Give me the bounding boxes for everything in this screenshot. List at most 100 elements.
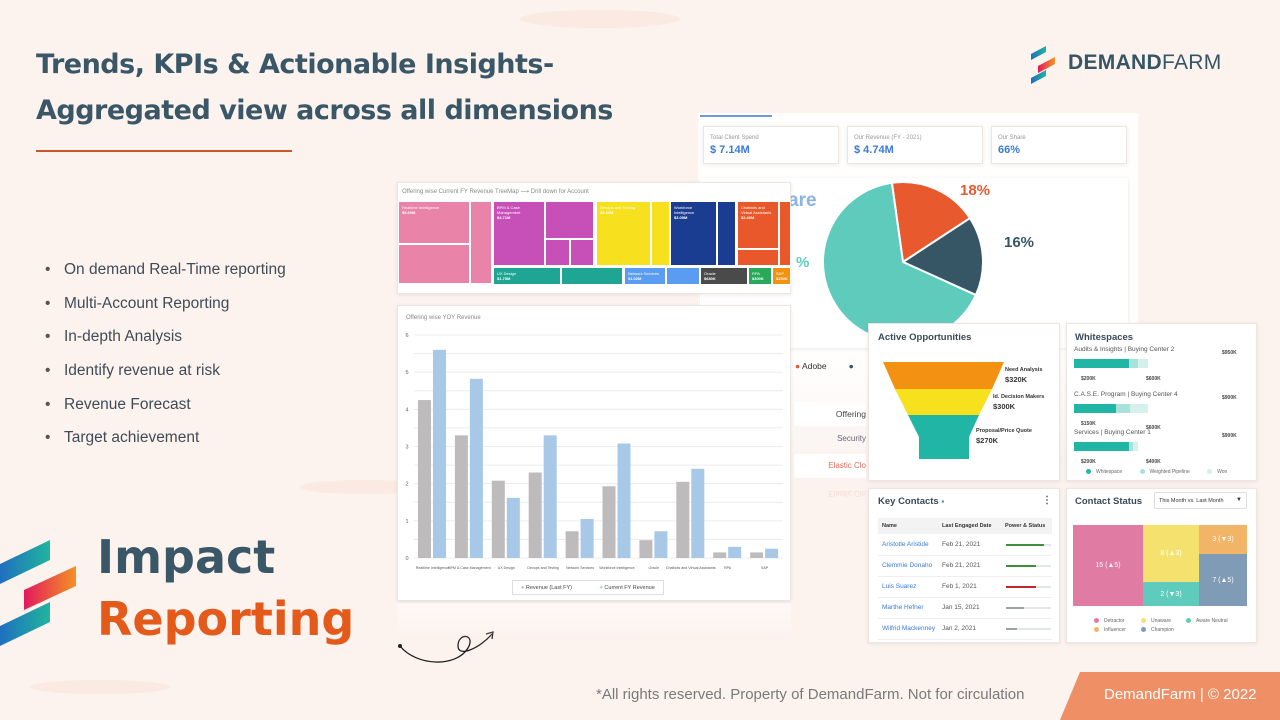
bar[interactable] (528, 472, 542, 558)
bar[interactable] (713, 552, 727, 558)
power-status-fill (1006, 628, 1018, 630)
legend-item: Whitespace (1086, 469, 1122, 475)
contact-name-link[interactable]: Clemmie Donaho (882, 562, 933, 569)
treemap-tile[interactable]: SAP $250K (772, 267, 791, 285)
status-cell[interactable]: 7 (▲5) (1199, 554, 1247, 606)
treemap-tile[interactable]: Workforce Intelligence $3.05M (670, 201, 717, 266)
status-cell[interactable]: 8 (▲3) (1143, 525, 1199, 582)
bar[interactable] (750, 552, 764, 558)
bar[interactable] (676, 481, 690, 558)
bar[interactable] (602, 486, 616, 558)
y-tick-label: 6 (405, 333, 408, 339)
period-dropdown[interactable]: This Month vs. Last Month ▼ (1154, 492, 1247, 509)
bar[interactable] (765, 548, 779, 558)
power-status-fill (1006, 586, 1037, 588)
treemap-tile[interactable]: Devops and Testing $3.30M (596, 201, 651, 266)
treemap-tile[interactable] (398, 244, 470, 284)
bullet-item: In-depth Analysis (45, 328, 182, 346)
pie-slice[interactable] (890, 181, 972, 264)
more-options-icon[interactable]: ⋮ (1042, 495, 1052, 506)
funnel-chart (883, 362, 1004, 459)
treemap-tile[interactable] (561, 267, 623, 285)
slide-title: Trends, KPIs & Actionable Insights- Aggr… (36, 42, 613, 134)
stage-value: $270K (976, 436, 999, 445)
treemap-tile[interactable] (779, 201, 791, 266)
bar[interactable] (454, 435, 468, 558)
bar[interactable] (565, 531, 579, 558)
footer-band (1060, 672, 1280, 720)
funnel-label: Proposal/Price Quote $270K (976, 427, 1032, 445)
legend-label: Won (1217, 469, 1228, 475)
bar[interactable] (491, 480, 505, 558)
status-cell[interactable]: 15 (▲5) (1073, 525, 1143, 606)
treemap-tile[interactable]: BPM & Case Management $4.71M (493, 201, 545, 266)
contact-name-link[interactable]: Marthe Hefner (882, 604, 924, 611)
drill-down-link[interactable]: Drill down for Account (530, 189, 589, 195)
bookmark-icon[interactable]: ▪ (941, 497, 945, 506)
kpi-card-our-share: Our Share 66% (991, 126, 1127, 164)
treemap-tile[interactable]: Oracle $680K (700, 267, 748, 285)
brand-light: FARM (1161, 51, 1222, 74)
tile-value: $5.60M (402, 210, 416, 215)
bar[interactable] (433, 349, 446, 558)
pipeline-value: $600K (1146, 425, 1161, 431)
whitespace-total: $900K (1222, 395, 1237, 401)
tile-name: Devops and Testing (600, 205, 636, 210)
bar[interactable] (543, 435, 557, 558)
tile-value: $4.71M (497, 215, 511, 220)
treemap-tile[interactable]: RPA $300K (748, 267, 772, 285)
legend-label: Aware Neutral (1196, 618, 1228, 624)
treemap-tile[interactable] (666, 267, 700, 285)
y-tick-label: 1 (405, 519, 408, 525)
treemap-tile[interactable] (470, 201, 492, 284)
legend-dot-icon (1141, 627, 1146, 633)
tile-value: $3.05M (674, 215, 688, 220)
treemap-tile[interactable] (545, 201, 594, 239)
bar[interactable] (469, 378, 483, 558)
treemap-tile[interactable] (737, 249, 779, 266)
pie-slice[interactable] (900, 216, 984, 297)
bar[interactable] (691, 468, 705, 558)
bar[interactable] (506, 497, 520, 558)
contact-name-link[interactable]: Luis Suarez (882, 583, 917, 590)
legend-dot-icon (1094, 618, 1099, 624)
bullet-text: On demand Real-Time reporting (64, 261, 286, 278)
impact-logo-icon (0, 538, 80, 650)
tile-value: $3.30M (600, 210, 614, 215)
column-header: Power & Status (1005, 523, 1046, 529)
treemap-tile[interactable] (545, 239, 570, 266)
treemap-tile[interactable] (570, 239, 594, 266)
last-engaged-date: Feb 21, 2021 (942, 541, 981, 548)
title-underline (36, 150, 292, 152)
active-tab-indicator[interactable] (700, 115, 772, 117)
whitespace-row-label: Services | Buying Center 1 (1074, 429, 1151, 436)
table-row: Offering (794, 402, 866, 426)
tile-name: UX Design (497, 271, 517, 276)
treemap-tile[interactable] (717, 201, 736, 266)
bar[interactable] (654, 531, 668, 558)
whitespace-bar (1074, 359, 1129, 368)
treemap-tile[interactable]: Realtime Intelligence $5.60M (398, 201, 470, 244)
contact-name-link[interactable]: Wilfrid Mackenney (882, 625, 936, 632)
tile-value: $1.02M (628, 276, 642, 281)
tile-name: Chatbots and Virtual Assistants (741, 205, 772, 215)
legend-label: Champion (1151, 627, 1174, 633)
treemap-tile[interactable]: UX Design $1.75M (493, 267, 561, 285)
tile-value: $2.40M (741, 215, 755, 220)
pie-label-orange: 18% (960, 182, 991, 199)
status-cell[interactable]: 3 (▼3) (1199, 525, 1247, 554)
treemap-tile[interactable]: Network Services $1.02M (624, 267, 666, 285)
contact-name-link[interactable]: Aristotle Aristide (882, 541, 929, 548)
bullet-item: On demand Real-Time reporting (45, 261, 286, 279)
treemap-tile[interactable] (651, 201, 670, 266)
bar[interactable] (418, 400, 431, 558)
pipeline-value: $400K (1146, 459, 1161, 465)
bar[interactable] (580, 518, 594, 558)
legend-label: Weighted Pipeline (1149, 469, 1190, 475)
bar[interactable] (639, 540, 653, 558)
status-cell[interactable]: 2 (▼3) (1143, 582, 1199, 606)
bar[interactable] (617, 443, 631, 558)
bar[interactable] (728, 546, 742, 558)
treemap-tile[interactable]: Chatbots and Virtual Assistants $2.40M (737, 201, 779, 249)
